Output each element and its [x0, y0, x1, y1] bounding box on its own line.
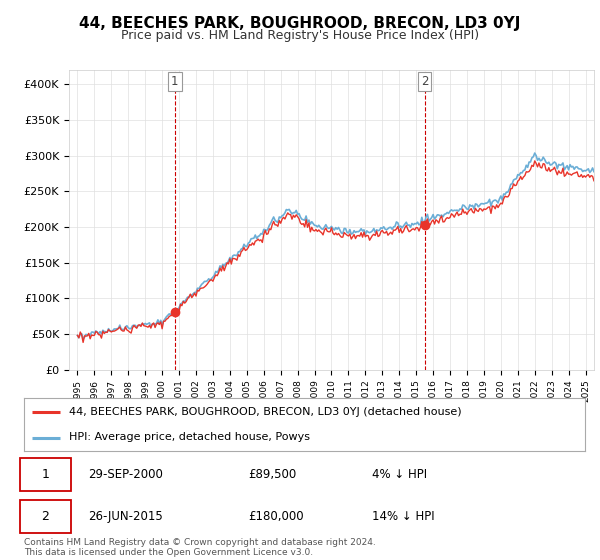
Text: 1: 1 [171, 75, 179, 88]
Text: 44, BEECHES PARK, BOUGHROOD, BRECON, LD3 0YJ (detached house): 44, BEECHES PARK, BOUGHROOD, BRECON, LD3… [69, 408, 461, 418]
Text: 14% ↓ HPI: 14% ↓ HPI [372, 510, 434, 523]
FancyBboxPatch shape [20, 500, 71, 533]
Text: HPI: Average price, detached house, Powys: HPI: Average price, detached house, Powy… [69, 432, 310, 442]
Text: Contains HM Land Registry data © Crown copyright and database right 2024.
This d: Contains HM Land Registry data © Crown c… [24, 538, 376, 557]
Text: £89,500: £89,500 [248, 468, 296, 481]
Text: 1: 1 [41, 468, 49, 481]
Text: 26-JUN-2015: 26-JUN-2015 [89, 510, 163, 523]
Text: 44, BEECHES PARK, BOUGHROOD, BRECON, LD3 0YJ: 44, BEECHES PARK, BOUGHROOD, BRECON, LD3… [79, 16, 521, 31]
Text: 2: 2 [421, 75, 428, 88]
Text: 2: 2 [41, 510, 49, 523]
FancyBboxPatch shape [20, 458, 71, 492]
Text: £180,000: £180,000 [248, 510, 304, 523]
Text: 4% ↓ HPI: 4% ↓ HPI [372, 468, 427, 481]
Text: 29-SEP-2000: 29-SEP-2000 [89, 468, 163, 481]
Text: Price paid vs. HM Land Registry's House Price Index (HPI): Price paid vs. HM Land Registry's House … [121, 29, 479, 42]
